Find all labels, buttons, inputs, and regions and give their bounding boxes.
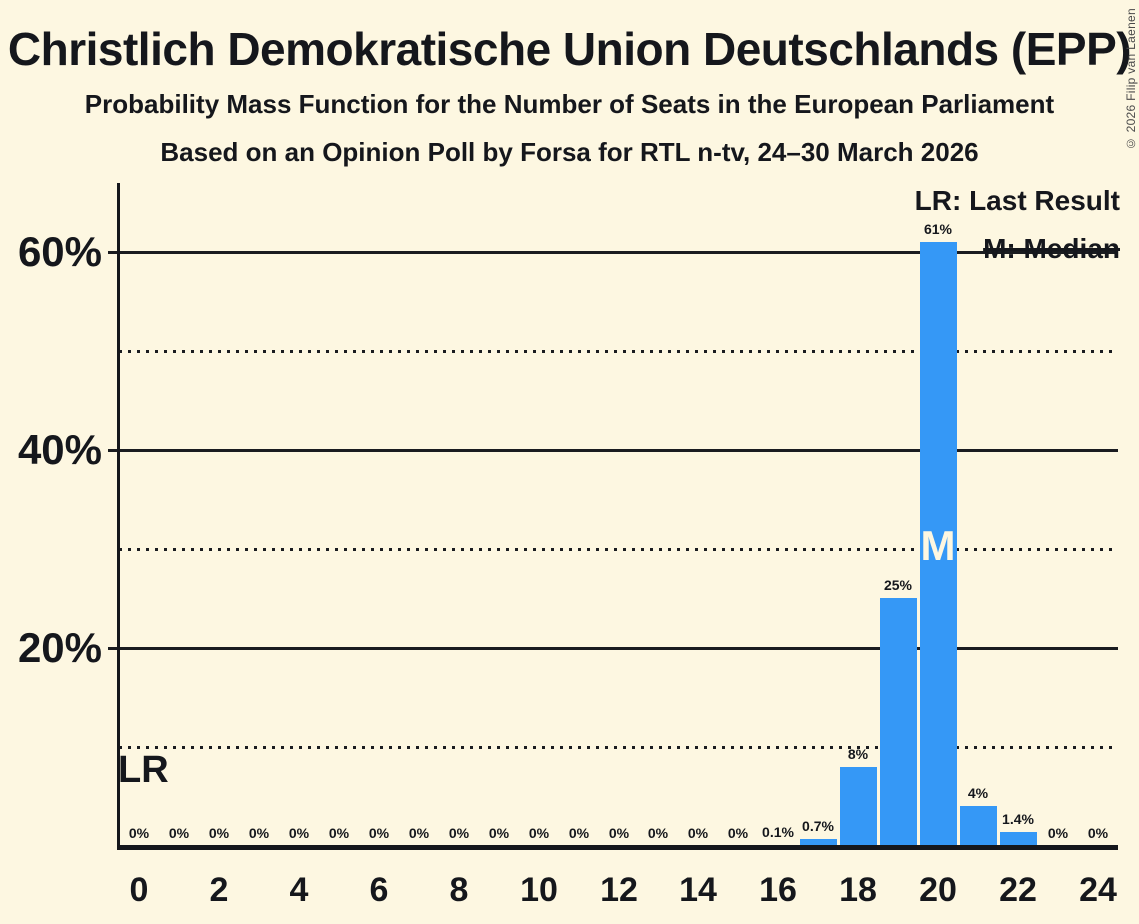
bar-label-seat-18: 8% xyxy=(847,746,869,762)
y-tick-label-40: 40% xyxy=(17,426,102,473)
chart-source-line: Based on an Opinion Poll by Forsa for RT… xyxy=(160,137,979,167)
bar-label-seat-15: 0% xyxy=(727,825,749,841)
gridline-40pct xyxy=(108,449,1118,452)
x-tick-label-10: 10 xyxy=(520,871,558,909)
x-tick-label-4: 4 xyxy=(289,871,309,909)
x-tick-label-6: 6 xyxy=(369,871,389,909)
x-tick-label-14: 14 xyxy=(679,871,717,909)
last-result-marker: LR xyxy=(118,749,169,791)
copyright-notice: © 2026 Filip van Laenen xyxy=(1124,8,1138,151)
bar-label-seat-7: 0% xyxy=(408,825,430,841)
bar-label-seat-14: 0% xyxy=(687,825,709,841)
bar-label-seat-17: 0.7% xyxy=(802,818,834,834)
bar-label-seat-22: 1.4% xyxy=(1002,811,1034,827)
bar-seat-17 xyxy=(800,839,837,846)
gridline-20pct xyxy=(108,647,1118,650)
bar-label-seat-23: 0% xyxy=(1047,825,1069,841)
x-tick-label-24: 24 xyxy=(1079,871,1117,909)
bar-label-seat-10: 0% xyxy=(528,825,550,841)
bar-label-seat-0: 0% xyxy=(128,825,150,841)
bar-label-seat-8: 0% xyxy=(448,825,470,841)
bar-seat-18 xyxy=(840,767,877,846)
bar-label-seat-6: 0% xyxy=(368,825,390,841)
x-tick-label-20: 20 xyxy=(919,871,957,909)
bar-label-seat-21: 4% xyxy=(967,785,989,801)
x-tick-label-16: 16 xyxy=(759,871,797,909)
bar-label-seat-13: 0% xyxy=(647,825,669,841)
x-tick-label-18: 18 xyxy=(839,871,877,909)
gridline-dotted-10pct xyxy=(119,746,1118,749)
legend-median: M: Median xyxy=(983,233,1120,264)
bar-label-seat-3: 0% xyxy=(248,825,270,841)
bar-label-seat-4: 0% xyxy=(288,825,310,841)
gridline-dotted-50pct xyxy=(119,350,1118,353)
legend-last-result: LR: Last Result xyxy=(914,185,1120,216)
bar-label-seat-5: 0% xyxy=(328,825,350,841)
x-tick-label-0: 0 xyxy=(129,871,149,909)
x-tick-label-2: 2 xyxy=(209,871,229,909)
bar-label-seat-2: 0% xyxy=(208,825,230,841)
chart-title: Christlich Demokratische Union Deutschla… xyxy=(7,23,1132,75)
median-marker: M xyxy=(920,522,956,569)
y-axis-line xyxy=(117,183,120,850)
y-tick-label-60: 60% xyxy=(17,228,102,275)
bar-label-seat-1: 0% xyxy=(168,825,190,841)
x-axis-line xyxy=(117,845,1118,850)
bar-label-seat-19: 25% xyxy=(883,577,913,593)
bar-seat-22 xyxy=(1000,832,1037,846)
bar-label-seat-11: 0% xyxy=(568,825,590,841)
x-tick-label-12: 12 xyxy=(600,871,638,909)
gridline-60pct xyxy=(108,251,1118,254)
bar-label-seat-24: 0% xyxy=(1087,825,1109,841)
bar-label-seat-9: 0% xyxy=(488,825,510,841)
bar-label-seat-20: 61% xyxy=(923,221,953,237)
bar-seat-19 xyxy=(880,598,917,846)
bar-seat-21 xyxy=(960,806,997,846)
bar-label-seat-12: 0% xyxy=(608,825,630,841)
bar-label-seat-16: 0.1% xyxy=(762,824,794,840)
bar-seat-20 xyxy=(920,242,957,846)
chart-subtitle: Probability Mass Function for the Number… xyxy=(84,89,1055,119)
gridline-dotted-30pct xyxy=(119,548,1118,551)
x-tick-label-22: 22 xyxy=(999,871,1037,909)
x-tick-label-8: 8 xyxy=(449,871,469,909)
y-tick-label-20: 20% xyxy=(17,624,102,671)
